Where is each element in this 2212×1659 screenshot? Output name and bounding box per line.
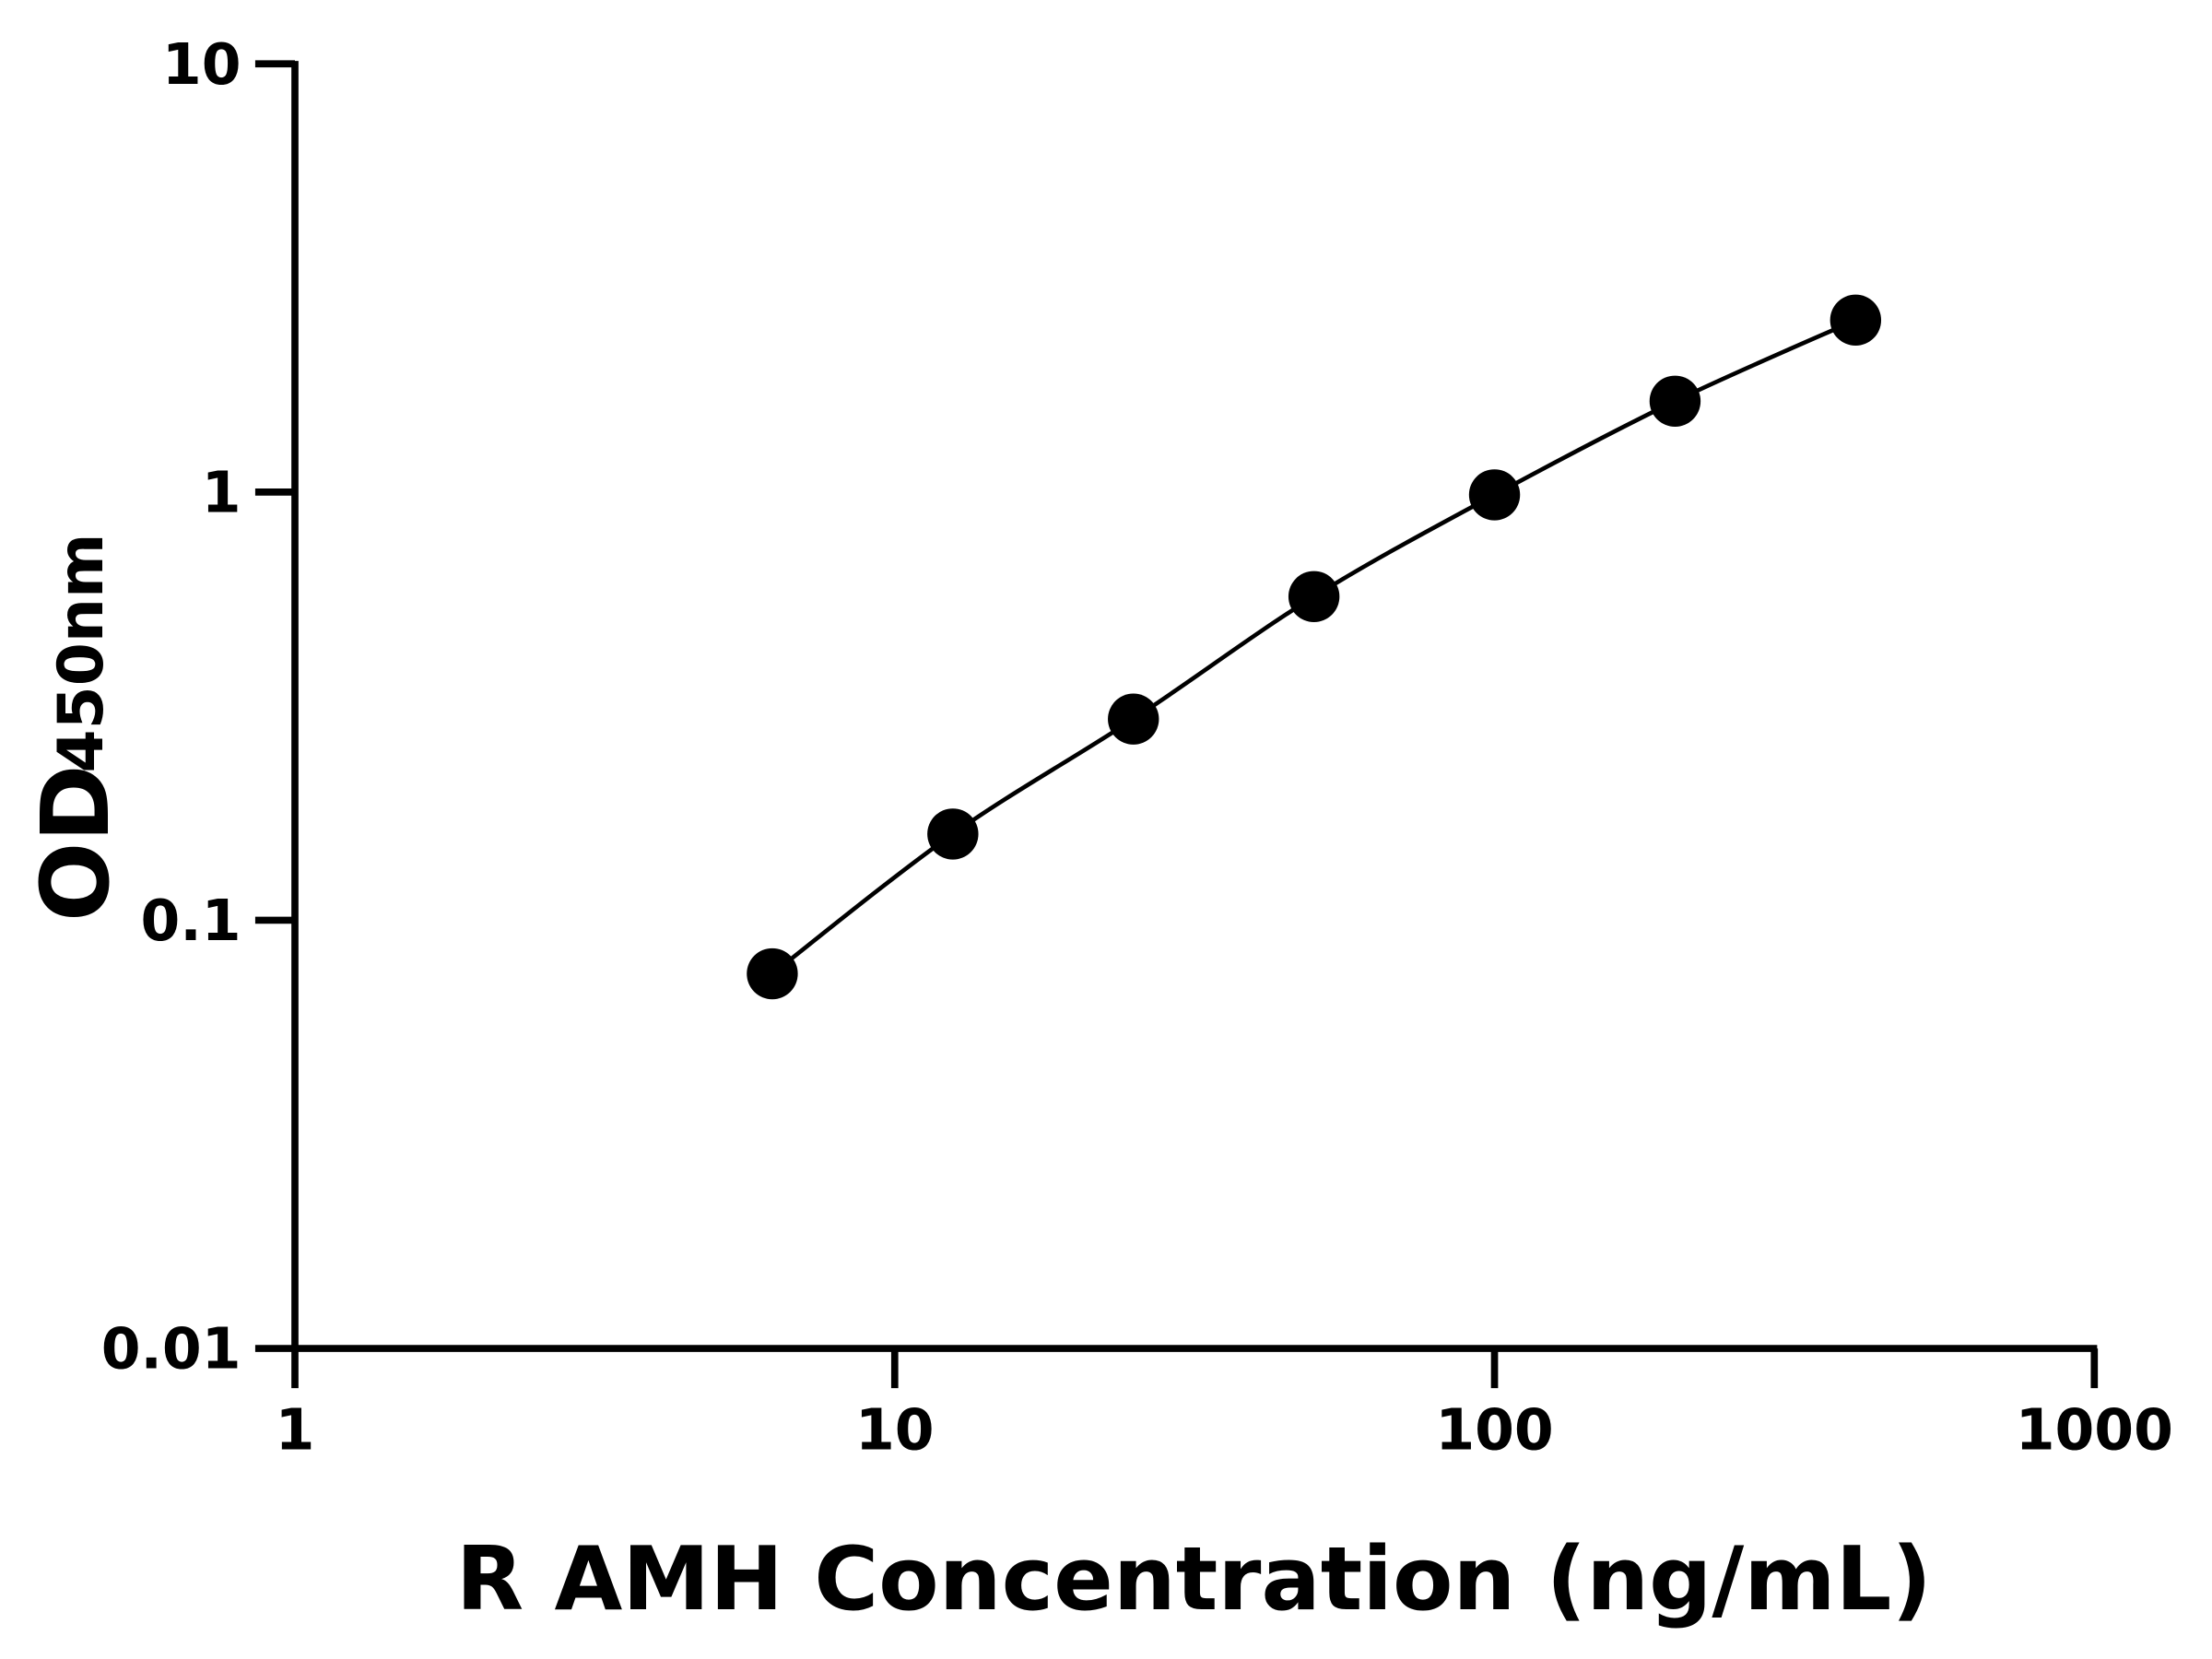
data-point <box>1830 294 1882 347</box>
y-tick-label: 10 <box>162 31 241 98</box>
data-point <box>1108 693 1159 745</box>
y-tick-label: 1 <box>202 459 241 525</box>
axes <box>291 61 2098 1352</box>
data-point <box>1649 375 1701 427</box>
x-tick-label: 100 <box>1435 1396 1553 1463</box>
x-tick-label: 1 <box>276 1396 315 1463</box>
x-tick-label: 10 <box>855 1396 935 1463</box>
data-point <box>1468 469 1521 521</box>
data-point <box>747 947 798 1000</box>
y-axis-label-main: OD <box>21 764 130 922</box>
data-point <box>1288 571 1340 622</box>
data-points <box>747 294 1882 1000</box>
y-ticks: 0.01 0.1 1 10 <box>101 31 295 1382</box>
x-tick-label: 1000 <box>2016 1396 2173 1463</box>
y-tick-label: 0.01 <box>101 1316 241 1382</box>
y-axis-label: OD 450nm <box>21 533 130 922</box>
x-axis-label: R AMH Concentration (ng/mL) <box>456 1528 1932 1630</box>
y-tick-label: 0.1 <box>141 888 241 954</box>
x-ticks: 1 10 100 1000 <box>276 1348 2173 1463</box>
data-point <box>927 808 979 860</box>
y-axis-label-sub: 450nm <box>44 533 117 772</box>
